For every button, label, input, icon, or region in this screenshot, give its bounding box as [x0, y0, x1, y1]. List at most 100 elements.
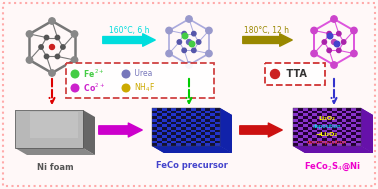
Polygon shape — [181, 111, 186, 113]
Polygon shape — [308, 135, 313, 138]
Polygon shape — [342, 143, 346, 146]
Polygon shape — [210, 111, 215, 113]
Circle shape — [71, 57, 78, 63]
Polygon shape — [332, 130, 337, 132]
Polygon shape — [152, 146, 232, 153]
Polygon shape — [308, 116, 313, 119]
Polygon shape — [327, 130, 332, 132]
Polygon shape — [191, 122, 196, 124]
Polygon shape — [351, 119, 356, 122]
Polygon shape — [351, 122, 356, 124]
Polygon shape — [205, 122, 210, 124]
Polygon shape — [196, 135, 201, 138]
Circle shape — [337, 31, 341, 36]
Circle shape — [177, 40, 181, 44]
Polygon shape — [308, 127, 313, 130]
Text: Fe$^{2+}$: Fe$^{2+}$ — [81, 68, 105, 80]
Circle shape — [337, 48, 341, 53]
Polygon shape — [351, 135, 356, 138]
Polygon shape — [205, 132, 210, 135]
Polygon shape — [337, 135, 342, 138]
Polygon shape — [303, 113, 308, 116]
Polygon shape — [215, 108, 220, 111]
Polygon shape — [356, 108, 361, 111]
Polygon shape — [215, 130, 220, 132]
Circle shape — [71, 70, 79, 78]
Polygon shape — [356, 119, 361, 122]
Polygon shape — [186, 138, 191, 141]
Polygon shape — [186, 119, 191, 122]
Text: FeCo precursor: FeCo precursor — [156, 161, 228, 170]
Polygon shape — [172, 111, 176, 113]
Polygon shape — [83, 110, 95, 155]
Polygon shape — [322, 124, 327, 127]
Polygon shape — [205, 138, 210, 141]
Polygon shape — [308, 138, 313, 141]
Circle shape — [186, 62, 192, 68]
Polygon shape — [157, 138, 162, 141]
Polygon shape — [313, 135, 317, 138]
Polygon shape — [201, 113, 205, 116]
Polygon shape — [205, 130, 210, 132]
Polygon shape — [342, 122, 346, 124]
Polygon shape — [342, 141, 346, 143]
Polygon shape — [181, 113, 186, 116]
Polygon shape — [210, 116, 215, 119]
Polygon shape — [322, 143, 327, 146]
Polygon shape — [351, 108, 356, 111]
Polygon shape — [351, 111, 356, 113]
Polygon shape — [332, 122, 337, 124]
Polygon shape — [346, 127, 351, 130]
Polygon shape — [356, 135, 361, 138]
Polygon shape — [332, 127, 337, 130]
Polygon shape — [196, 127, 201, 130]
Polygon shape — [332, 113, 337, 116]
Polygon shape — [176, 111, 181, 113]
Polygon shape — [317, 143, 322, 146]
Polygon shape — [172, 143, 176, 146]
Polygon shape — [152, 124, 157, 127]
Polygon shape — [346, 138, 351, 141]
Polygon shape — [303, 119, 308, 122]
Polygon shape — [313, 143, 317, 146]
Polygon shape — [186, 113, 191, 116]
Polygon shape — [191, 130, 196, 132]
Polygon shape — [210, 122, 215, 124]
FancyArrowPatch shape — [103, 34, 155, 46]
Polygon shape — [205, 111, 210, 113]
Polygon shape — [308, 130, 313, 132]
Polygon shape — [313, 132, 317, 135]
Polygon shape — [172, 130, 176, 132]
Polygon shape — [317, 130, 322, 132]
Polygon shape — [308, 132, 313, 135]
Polygon shape — [303, 130, 308, 132]
Polygon shape — [201, 135, 205, 138]
Polygon shape — [342, 138, 346, 141]
Polygon shape — [293, 119, 298, 122]
Polygon shape — [157, 135, 162, 138]
Polygon shape — [176, 116, 181, 119]
FancyArrowPatch shape — [240, 123, 282, 137]
Polygon shape — [293, 122, 298, 124]
Circle shape — [71, 31, 78, 37]
Polygon shape — [298, 127, 303, 130]
Polygon shape — [313, 130, 317, 132]
Polygon shape — [152, 127, 157, 130]
Polygon shape — [317, 135, 322, 138]
Polygon shape — [327, 138, 332, 141]
Polygon shape — [356, 130, 361, 132]
Polygon shape — [167, 113, 172, 116]
Polygon shape — [186, 143, 191, 146]
Polygon shape — [298, 138, 303, 141]
Polygon shape — [186, 141, 191, 143]
Polygon shape — [201, 143, 205, 146]
Polygon shape — [322, 138, 327, 141]
Polygon shape — [342, 108, 346, 111]
Polygon shape — [181, 116, 186, 119]
Polygon shape — [172, 124, 176, 127]
Polygon shape — [327, 122, 332, 124]
Polygon shape — [327, 135, 332, 138]
Polygon shape — [298, 108, 303, 111]
Text: →Li₂O₂: →Li₂O₂ — [316, 132, 338, 137]
Polygon shape — [162, 138, 167, 141]
